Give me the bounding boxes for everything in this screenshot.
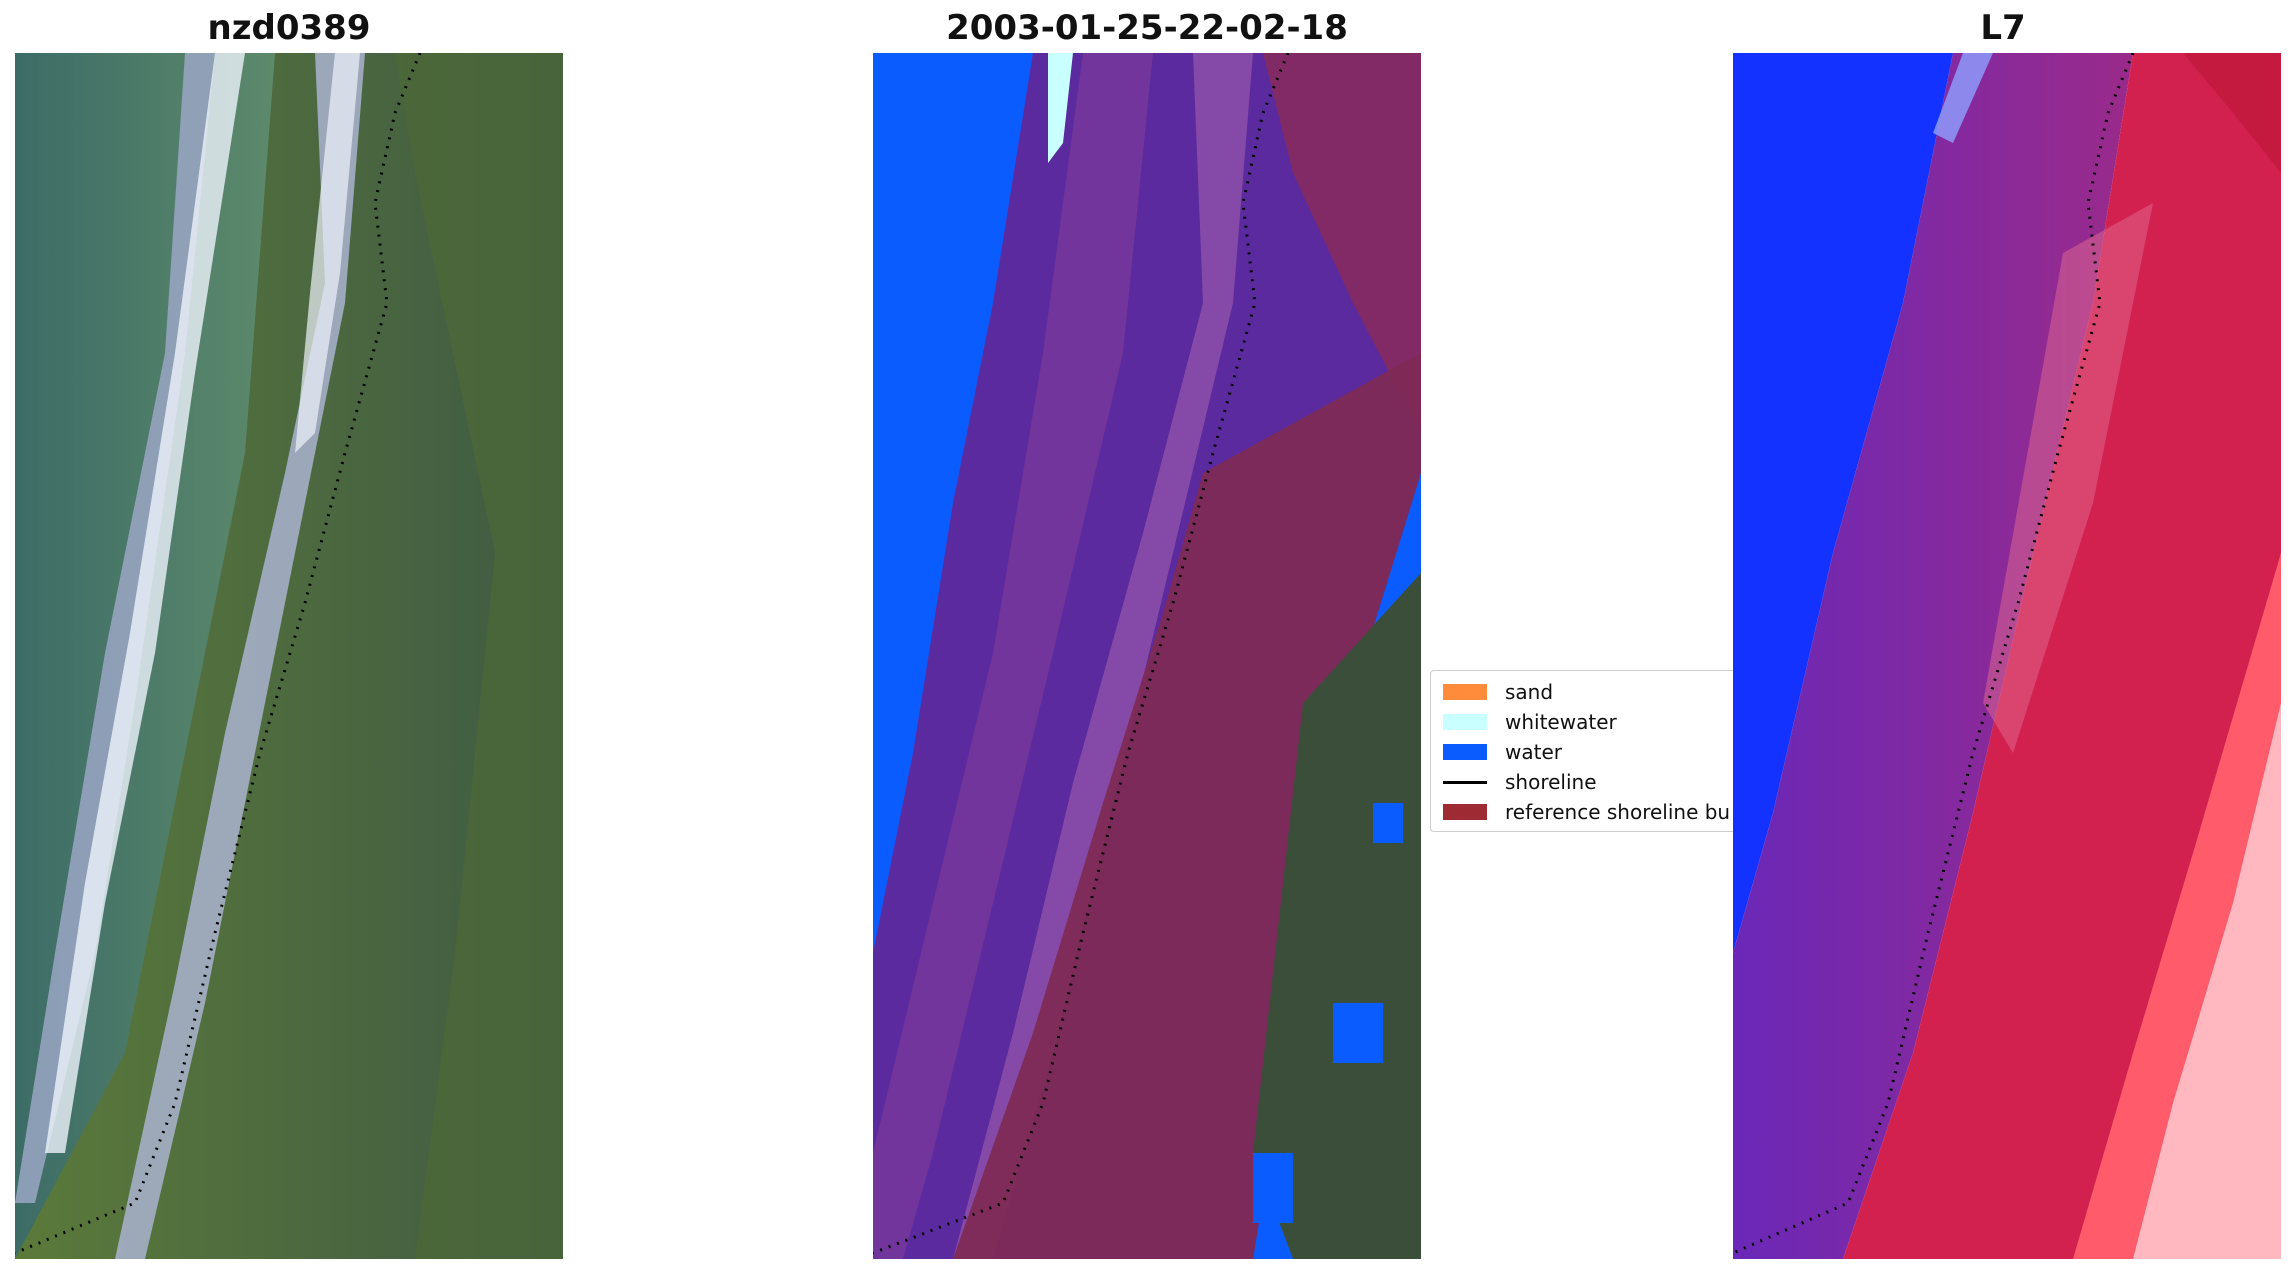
legend-label: shoreline [1505,770,1597,794]
middle-panel-title: 2003-01-25-22-02-18 [946,8,1348,48]
legend-item-sand: sand [1443,679,1553,705]
l7-image [1733,53,2281,1259]
legend-label: sand [1505,680,1554,704]
legend-label: reference shoreline bu [1505,800,1731,824]
water-swatch [1443,744,1487,760]
shoreline-swatch [1443,780,1487,784]
sand-swatch [1443,684,1487,700]
classification-image [873,53,1421,1259]
left-panel-title: nzd0389 [207,8,371,48]
legend-item-reference-buffer: reference shoreline bu [1443,799,1730,825]
legend-label: water [1505,740,1562,764]
legend-item-water: water [1443,739,1562,765]
legend-item-whitewater: whitewater [1443,709,1617,735]
right-panel-title: L7 [1980,8,2026,48]
whitewater-swatch [1443,714,1487,730]
legend-item-shoreline: shoreline [1443,769,1597,795]
rgb-image [15,53,563,1259]
reference-buffer-swatch [1443,804,1487,820]
legend-label: whitewater [1505,710,1617,734]
legend: sand whitewater water shoreline referenc… [1430,670,1752,832]
